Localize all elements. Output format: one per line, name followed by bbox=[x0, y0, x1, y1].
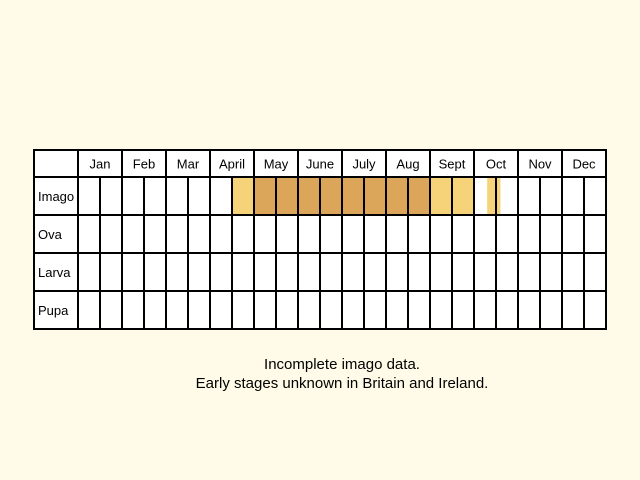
month-label-mar: Mar bbox=[177, 157, 200, 172]
month-label-dec: Dec bbox=[572, 157, 596, 172]
month-label-aug: Aug bbox=[396, 157, 419, 172]
month-label-nov: Nov bbox=[528, 157, 552, 172]
month-label-feb: Feb bbox=[133, 157, 155, 172]
imago-activity-bar bbox=[276, 178, 430, 214]
month-label-oct: Oct bbox=[486, 157, 507, 172]
month-label-jan: Jan bbox=[90, 157, 111, 172]
stage-label-imago: Imago bbox=[38, 189, 74, 204]
stage-label-pupa: Pupa bbox=[38, 303, 69, 318]
caption-line-1: Incomplete imago data. bbox=[264, 356, 420, 373]
caption-line-2: Early stages unknown in Britain and Irel… bbox=[195, 375, 489, 392]
month-label-july: July bbox=[352, 157, 376, 172]
imago-activity-bar bbox=[232, 178, 243, 214]
stage-label-ova: Ova bbox=[38, 227, 63, 242]
phenology-chart: Jan Feb Mar April May June July Aug Sept Oct Nov De… bbox=[33, 149, 607, 330]
imago-activity-bar bbox=[254, 178, 276, 214]
stage-label-larva: Larva bbox=[38, 265, 71, 280]
month-label-june: June bbox=[306, 157, 334, 172]
month-label-sept: Sept bbox=[439, 157, 466, 172]
month-label-april: April bbox=[219, 157, 245, 172]
month-label-may: May bbox=[264, 157, 289, 172]
imago-activity-bar bbox=[243, 178, 254, 214]
imago-activity-bar bbox=[487, 178, 501, 214]
